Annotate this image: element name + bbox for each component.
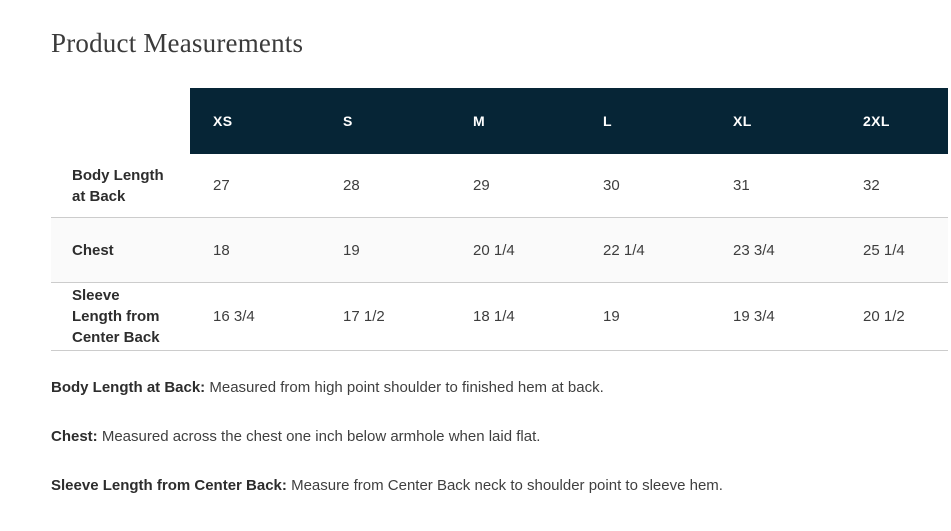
measurement-value: 22 1/4 [603,241,645,259]
row-label-cell: Sleeve Length from Center Back [51,283,190,350]
table-row-chest: Chest 18 19 20 1/4 22 1/4 23 3/4 25 1/4 [51,218,948,283]
measurement-value: 29 [473,177,490,194]
measurement-value: 19 [603,308,620,325]
definition-sleeve-length: Sleeve Length from Center Back: Measure … [51,475,951,496]
measurement-value: 30 [603,177,620,194]
definition-text: Measured across the chest one inch below… [97,428,541,445]
measurement-value: 28 [343,177,360,194]
column-header-xl: XL [710,88,840,154]
column-header-2xl: 2XL [840,88,948,154]
row-label-cell: Body Length at Back [51,154,190,217]
measurement-value: 17 1/2 [343,308,385,325]
measurement-value: 25 1/4 [863,241,905,259]
measurement-value: 20 1/2 [863,308,905,325]
definition-term: Body Length at Back: [51,379,206,396]
column-header-s: S [320,88,450,154]
measurement-value: 18 [213,241,230,259]
table-row-body-length: Body Length at Back 27 28 29 30 31 32 [51,154,948,218]
definition-body-length: Body Length at Back: Measured from high … [51,377,951,398]
definition-text: Measure from Center Back neck to shoulde… [286,477,723,494]
measurement-definitions: Body Length at Back: Measured from high … [51,377,951,496]
row-label-cell: Chest [51,218,190,282]
measurement-value: 19 3/4 [733,308,775,325]
measurement-value: 18 1/4 [473,308,515,325]
definition-chest: Chest: Measured across the chest one inc… [51,426,951,447]
definition-text: Measured from high point shoulder to fin… [205,379,604,396]
table-row-sleeve-length: Sleeve Length from Center Back 16 3/4 17… [51,283,948,351]
measurement-value: 23 3/4 [733,241,775,259]
table-header-row: XS S M L XL 2XL [51,88,948,154]
header-spacer-cell [51,88,190,154]
column-header-l: L [580,88,710,154]
row-label: Chest [72,241,114,259]
row-label: Body Length at Back [72,166,164,205]
measurement-value: 31 [733,177,750,194]
definition-term: Sleeve Length from Center Back: [51,477,287,494]
measurement-value: 19 [343,241,360,259]
measurement-value: 27 [213,177,230,194]
measurement-value: 20 1/4 [473,241,515,259]
row-label: Sleeve Length from Center Back [72,287,160,346]
measurement-value: 32 [863,177,880,194]
definition-term: Chest: [51,428,98,445]
column-header-xs: XS [190,88,320,154]
measurement-value: 16 3/4 [213,308,255,325]
page-title: Product Measurements [51,28,304,58]
column-header-m: M [450,88,580,154]
measurements-table: XS S M L XL 2XL Body Length at Back 27 2… [51,88,948,351]
